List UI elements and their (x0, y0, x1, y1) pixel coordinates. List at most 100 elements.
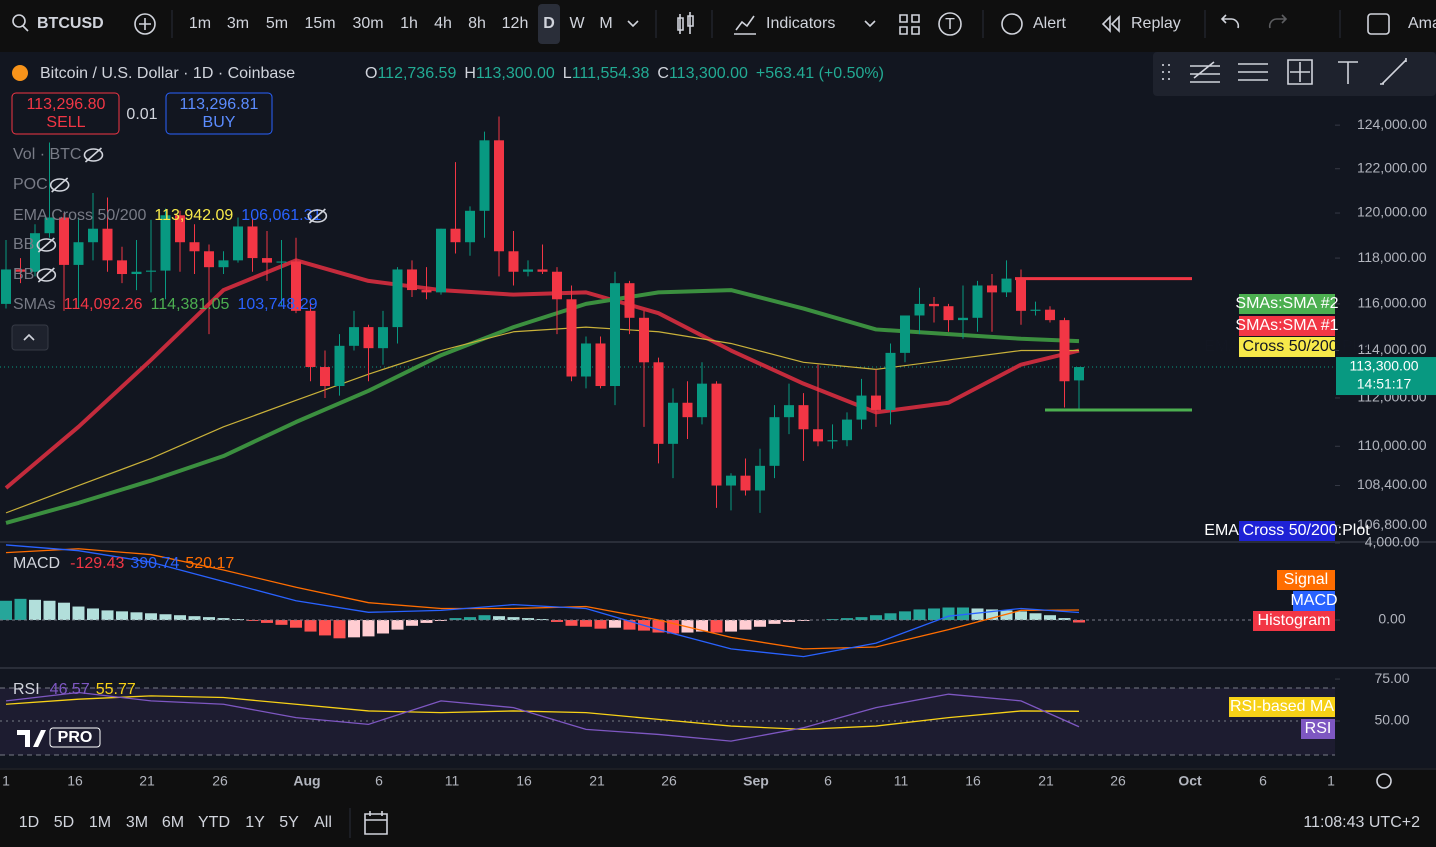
candle-body (639, 317, 649, 363)
candle-body (175, 215, 185, 243)
candle-body (798, 405, 809, 430)
axis-tag (1239, 316, 1335, 336)
sell-box[interactable] (11, 92, 120, 135)
fullscreen-icon[interactable] (1367, 13, 1390, 35)
candle-body (59, 217, 69, 265)
range-button[interactable]: 5D (54, 814, 74, 831)
candle-body (1001, 278, 1012, 293)
candle-body (465, 210, 475, 243)
axis-tag (1277, 570, 1335, 590)
chevron[interactable] (864, 20, 876, 28)
candle-body (813, 429, 823, 442)
candle-body (436, 228, 446, 293)
templates-icon[interactable] (938, 12, 962, 36)
histogram-bar (768, 620, 781, 624)
axis-tag (1229, 697, 1335, 717)
alert-button[interactable]: Alert (1033, 15, 1066, 32)
interval[interactable]: D (543, 15, 555, 32)
interval[interactable]: W (569, 15, 585, 32)
indicators-button[interactable]: Indicators (766, 15, 835, 32)
x-tick-label: Aug (293, 773, 320, 789)
range-button[interactable]: 3M (126, 814, 148, 831)
x-tick-label: 6 (1259, 773, 1267, 789)
histogram-bar (174, 615, 186, 621)
lines-tool[interactable] (1238, 63, 1268, 81)
interval[interactable]: 1h (400, 15, 418, 32)
interval[interactable]: M (599, 15, 612, 32)
hide-icon[interactable] (83, 147, 104, 163)
settings-icon[interactable] (1376, 773, 1392, 789)
candle-body (508, 251, 519, 272)
candle-body (421, 290, 432, 293)
range-button[interactable]: 1Y (245, 814, 265, 831)
chevron[interactable] (627, 20, 639, 28)
buy-box[interactable] (165, 92, 273, 135)
candle-body (131, 271, 142, 275)
hide-icon[interactable] (36, 237, 57, 253)
histogram-bar (754, 620, 766, 627)
range-button[interactable]: 5Y (279, 814, 299, 831)
candle-body (378, 327, 388, 349)
candle-body (189, 242, 200, 252)
replay-button[interactable]: Replay (1131, 15, 1181, 32)
search-icon[interactable] (12, 14, 26, 28)
range-button[interactable]: All (314, 814, 332, 831)
interval[interactable]: 30m (352, 15, 383, 32)
interval[interactable]: 15m (304, 15, 335, 32)
y-tick-label: 122,000.00 (1357, 159, 1427, 175)
collapse-button[interactable] (11, 324, 49, 351)
histogram-bar (319, 620, 331, 636)
indicator-name: POC (13, 176, 48, 193)
compare-button[interactable] (134, 13, 156, 35)
x-tick-label: 6 (824, 773, 832, 789)
text-tool[interactable] (1338, 61, 1358, 84)
symbol[interactable]: BTCUSD (37, 15, 104, 32)
interval[interactable]: 4h (434, 15, 452, 32)
interval[interactable]: 8h (468, 15, 486, 32)
axis-tag (1301, 719, 1335, 739)
histogram-bar (43, 600, 56, 621)
trend-tool[interactable] (1380, 58, 1407, 85)
x-tick-label: 21 (589, 773, 605, 789)
axis-tag-label: MACD (1290, 592, 1337, 609)
histogram-bar (507, 617, 520, 621)
layouts-icon[interactable] (899, 14, 920, 35)
range-button[interactable]: YTD (198, 814, 230, 831)
moving-average (4, 258, 1080, 490)
hide-icon[interactable] (49, 177, 70, 193)
interval[interactable]: 12h (502, 15, 529, 32)
grip (1162, 64, 1170, 80)
measure-tool[interactable] (1287, 59, 1313, 85)
interval[interactable]: 5m (266, 15, 288, 32)
account[interactable]: Ama (1408, 15, 1436, 32)
indicator-name: Vol · BTC (13, 146, 81, 163)
chart-type-icon[interactable] (677, 12, 694, 34)
x-tick-label: Sep (743, 773, 769, 789)
interval[interactable]: 3m (227, 15, 249, 32)
range-button[interactable]: 1M (89, 814, 111, 831)
histogram-bar (232, 619, 244, 621)
candle-body (334, 345, 345, 387)
undo[interactable] (1220, 14, 1240, 29)
pane-title: RSI (13, 681, 40, 698)
redo[interactable] (1268, 14, 1288, 29)
hide-icon[interactable] (307, 208, 328, 224)
candle-body (929, 303, 939, 307)
histogram-bar (348, 620, 360, 638)
candle-body (943, 306, 954, 321)
candle-body (160, 215, 171, 271)
candle-body (755, 465, 765, 491)
candle-body (117, 260, 127, 275)
active-interval-bg (538, 4, 560, 44)
ohlc-label: H (464, 65, 476, 82)
hide-icon[interactable] (36, 267, 57, 283)
calendar-icon[interactable] (364, 811, 388, 835)
histogram-bar (928, 608, 940, 621)
range-button[interactable]: 1D (19, 814, 39, 831)
x-tick-label: 21 (1038, 773, 1054, 789)
histogram-bar (1044, 615, 1056, 621)
interval[interactable]: 1m (189, 15, 211, 32)
range-button[interactable]: 6M (162, 814, 184, 831)
drawing-toolbar-bg (1153, 52, 1436, 96)
fib-tool[interactable] (1190, 61, 1220, 83)
